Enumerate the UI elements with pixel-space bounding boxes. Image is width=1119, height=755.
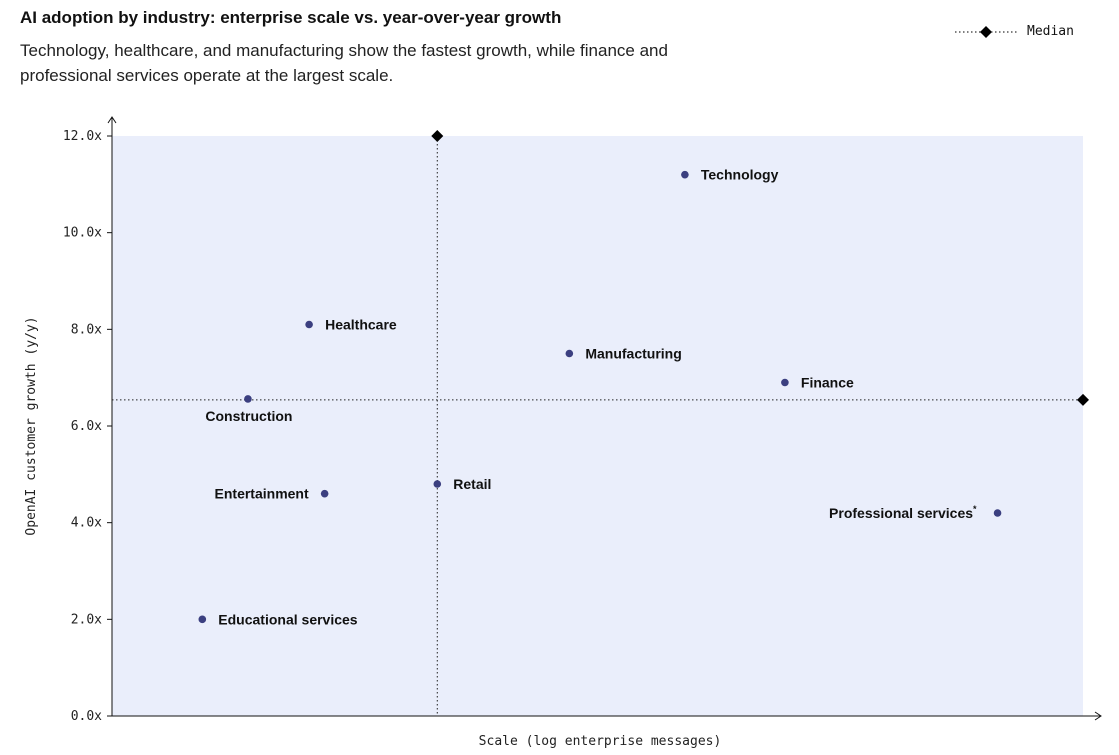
median-y-marker — [1077, 393, 1089, 406]
point-finance — [781, 378, 789, 387]
median-x-marker — [431, 130, 444, 142]
point-construction — [244, 395, 252, 403]
legend: Median — [955, 24, 1074, 39]
y-tick-label: 6.0x — [71, 419, 102, 434]
chart-subtitle: Technology, healthcare, and manufacturin… — [20, 41, 668, 85]
x-axis-arrow-icon — [1094, 711, 1102, 721]
point-label-entertainment: Entertainment — [215, 486, 309, 502]
point-retail — [433, 480, 442, 488]
point-healthcare — [305, 320, 313, 329]
footnote-mark: * — [973, 504, 977, 514]
y-tick-label: 12.0x — [63, 129, 102, 144]
y-tick-label: 10.0x — [63, 226, 102, 241]
y-tick-label: 0.0x — [71, 709, 102, 724]
point-entertainment — [320, 489, 329, 498]
point-label-retail: Retail — [453, 476, 491, 492]
y-tick-label: 8.0x — [71, 322, 102, 337]
y-axis-arrow-icon — [107, 116, 117, 124]
point-label-educational-services: Educational services — [218, 611, 358, 627]
legend-median-label: Median — [1027, 24, 1074, 39]
point-manufacturing — [565, 349, 574, 358]
point-label-construction: Construction — [205, 408, 292, 424]
point-educational-services — [198, 615, 207, 624]
point-label-technology: Technology — [701, 167, 779, 183]
y-tick-label: 4.0x — [71, 516, 102, 531]
chart-title: AI adoption by industry: enterprise scal… — [20, 8, 562, 27]
y-axis-label: OpenAI customer growth (y/y) — [24, 316, 39, 535]
median-legend-icon — [955, 25, 1017, 38]
point-technology — [681, 170, 689, 179]
point-label-professional-services: Professional services* — [829, 504, 977, 521]
plot-area — [112, 136, 1083, 716]
point-label-healthcare: Healthcare — [325, 317, 397, 333]
point-label-finance: Finance — [801, 375, 854, 391]
y-tick-label: 2.0x — [71, 612, 102, 627]
point-professional-services — [993, 509, 1002, 517]
point-label-manufacturing: Manufacturing — [585, 346, 681, 362]
x-axis-label: Scale (log enterprise messages) — [479, 734, 722, 749]
